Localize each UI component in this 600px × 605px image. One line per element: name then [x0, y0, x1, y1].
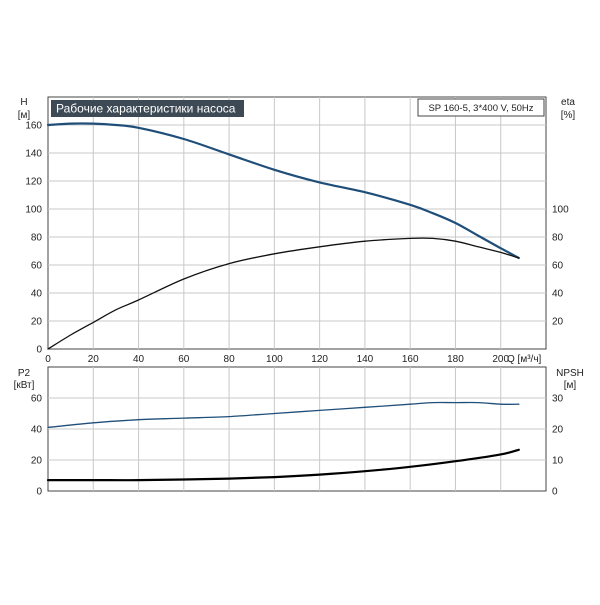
- top-left-tick-label: 100: [25, 205, 42, 216]
- bottom-left-tick-labels: 0 20 40 60: [31, 394, 43, 498]
- x-tick-label: 100: [266, 354, 283, 365]
- top-left-tick-label: 40: [31, 289, 43, 300]
- top-x-tick-labels: 0 20 40 60 80 100 120 140 160 180 200: [45, 354, 509, 365]
- top-series-line-2: [47, 237, 520, 350]
- top-left-tick-label: 140: [25, 149, 42, 160]
- x-tick-label: 20: [88, 354, 100, 365]
- x-tick-label: 160: [402, 354, 419, 365]
- bottom-panel: 0 20 40 60 0 10 20 30 P2 [кВт] NPSH [м]: [14, 366, 584, 498]
- bottom-left-axis-name: P2: [18, 368, 31, 379]
- top-panel: 0 20 40 60 80 100 120 140 160 180 200 0 20 40 60 80 100…: [18, 96, 576, 365]
- x-tick-label: 0: [45, 354, 51, 365]
- x-tick-label: 180: [447, 354, 464, 365]
- top-left-tick-label: 160: [25, 121, 42, 132]
- bottom-left-tick-label: 20: [31, 456, 43, 467]
- bottom-right-tick-label: 30: [552, 394, 564, 405]
- bottom-series-line-2: [46, 448, 520, 482]
- top-left-tick-label: 0: [36, 345, 42, 356]
- chart-title-box: [51, 100, 244, 117]
- x-tick-label: 60: [178, 354, 190, 365]
- bottom-right-tick-label: 10: [552, 456, 564, 467]
- top-grid: [48, 97, 546, 349]
- top-left-tick-labels: 0 20 40 60 80 100 120 140 160: [25, 121, 42, 356]
- bottom-grid: [48, 367, 546, 491]
- x-tick-label: 40: [133, 354, 145, 365]
- top-right-tick-label: 40: [552, 289, 564, 300]
- top-series-line-1: [46, 122, 520, 260]
- x-tick-label: 120: [311, 354, 328, 365]
- right-axis-unit: [%]: [561, 110, 576, 121]
- chart-title: Рабочие характеристики насоса: [56, 102, 236, 116]
- x-tick-label: 80: [224, 354, 236, 365]
- left-axis-name: H: [20, 97, 27, 108]
- x-tick-label: 200: [492, 354, 509, 365]
- top-right-tick-label: 80: [552, 233, 564, 244]
- bottom-series-group: [46, 401, 520, 482]
- bottom-left-tick-label: 0: [36, 487, 42, 498]
- top-right-tick-label: 20: [552, 317, 564, 328]
- top-right-tick-labels: 20 40 60 80 100: [552, 205, 569, 328]
- top-plot-frame: [47, 96, 547, 350]
- bottom-left-axis-unit: [кВт]: [14, 380, 35, 391]
- bottom-right-axis-unit: [м]: [564, 380, 577, 391]
- bottom-right-tick-label: 20: [552, 425, 564, 436]
- bottom-right-tick-labels: 0 10 20 30: [552, 394, 564, 498]
- top-right-tick-label: 60: [552, 261, 564, 272]
- x-tick-label: 140: [357, 354, 374, 365]
- left-axis-unit: [м]: [18, 110, 31, 121]
- x-axis-label: Q [м³/ч]: [507, 354, 542, 365]
- bottom-left-tick-label: 40: [31, 425, 43, 436]
- pump-info-label: SP 160-5, 3*400 V, 50Hz: [428, 103, 533, 114]
- bottom-series-line-1: [47, 401, 520, 429]
- top-left-tick-label: 60: [31, 261, 43, 272]
- top-series-group: [46, 122, 520, 350]
- top-left-tick-label: 20: [31, 317, 43, 328]
- top-left-tick-label: 120: [25, 177, 42, 188]
- bottom-right-axis-name: NPSH: [556, 368, 584, 379]
- bottom-left-tick-label: 60: [31, 394, 43, 405]
- bottom-right-tick-label: 0: [552, 487, 558, 498]
- pump-info-box: [417, 98, 545, 117]
- top-right-tick-label: 100: [552, 205, 569, 216]
- top-left-tick-label: 80: [31, 233, 43, 244]
- right-axis-name: eta: [561, 97, 575, 108]
